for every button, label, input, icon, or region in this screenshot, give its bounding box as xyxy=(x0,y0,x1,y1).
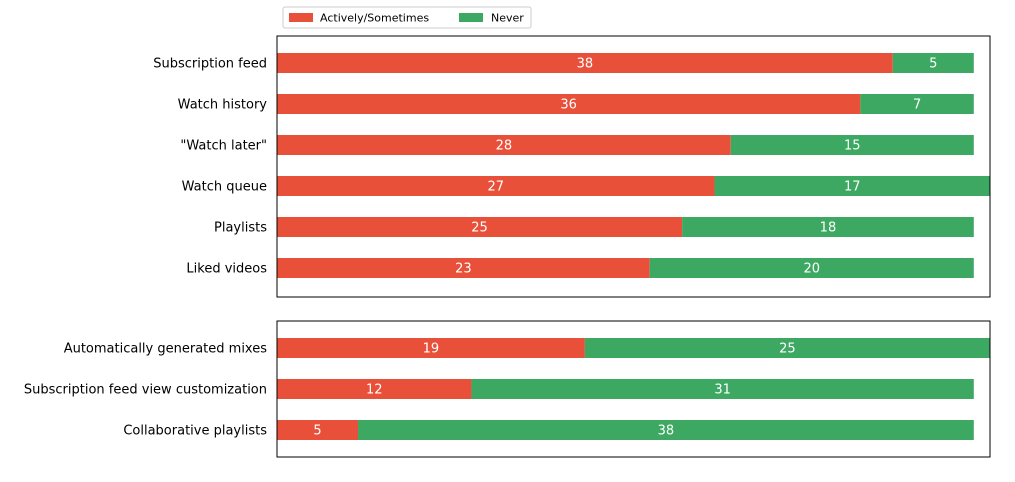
category-label-watch-queue: Watch queue xyxy=(182,180,267,195)
bar-never-collaborative-playlists xyxy=(358,420,974,440)
legend-label-actively-sometimes: Actively/Sometimes xyxy=(320,12,429,25)
bar-actively-sometimes-watch-history xyxy=(277,94,861,114)
panels: Subscription feed 38 5 Watch history 36 7 "Wat… xyxy=(24,35,991,458)
value-label-never-subscription-feed: 5 xyxy=(929,57,937,72)
bar-never-watch-history xyxy=(860,94,974,114)
bar-never-watch-later xyxy=(730,135,974,155)
panel-2-frame xyxy=(276,320,991,458)
bar-never-playlists xyxy=(682,217,974,237)
bar-never-watch-queue xyxy=(714,176,990,196)
category-label-automatically-generated-mixes: Automatically generated mixes xyxy=(64,342,268,357)
value-label-never-subscription-feed-view-customization: 31 xyxy=(714,383,731,398)
value-label-actively-sometimes-playlists: 25 xyxy=(471,221,488,236)
value-label-actively-sometimes-watch-history: 36 xyxy=(560,98,577,113)
category-label-subscription-feed-view-customization: Subscription feed view customization xyxy=(24,383,267,398)
value-label-never-watch-history: 7 xyxy=(913,98,921,113)
value-label-never-watch-later: 15 xyxy=(844,139,861,154)
category-label-liked-videos: Liked videos xyxy=(186,262,267,277)
value-label-never-watch-queue: 17 xyxy=(844,180,861,195)
value-label-actively-sometimes-watch-queue: 27 xyxy=(487,180,504,195)
category-label-watch-later: "Watch later" xyxy=(180,139,267,154)
category-label-subscription-feed: Subscription feed xyxy=(153,57,267,72)
legend: Actively/Sometimes Never xyxy=(282,6,532,29)
value-label-actively-sometimes-automatically-generated-mixes: 19 xyxy=(423,342,440,357)
value-label-actively-sometimes-subscription-feed-view-customization: 12 xyxy=(366,383,383,398)
category-label-collaborative-playlists: Collaborative playlists xyxy=(123,424,267,439)
category-label-watch-history: Watch history xyxy=(178,98,268,113)
category-label-playlists: Playlists xyxy=(214,221,267,236)
bar-never-automatically-generated-mixes xyxy=(584,338,990,358)
value-label-never-liked-videos: 20 xyxy=(803,262,820,277)
bar-actively-sometimes-subscription-feed xyxy=(277,53,893,73)
panel-1-frame xyxy=(276,35,991,298)
legend-swatch-never xyxy=(459,13,483,22)
bar-actively-sometimes-liked-videos xyxy=(277,258,650,278)
bar-never-subscription-feed xyxy=(892,53,974,73)
value-label-never-collaborative-playlists: 38 xyxy=(658,424,675,439)
panel-2: Automatically generated mixes 19 25 Subscri… xyxy=(24,320,991,458)
legend-swatch-actively-sometimes xyxy=(289,13,313,22)
bar-actively-sometimes-watch-queue xyxy=(277,176,715,196)
value-label-actively-sometimes-subscription-feed: 38 xyxy=(577,57,594,72)
bar-actively-sometimes-automatically-generated-mixes xyxy=(277,338,585,358)
value-label-never-playlists: 18 xyxy=(820,221,837,236)
bar-actively-sometimes-watch-later xyxy=(277,135,731,155)
legend-frame xyxy=(282,6,532,29)
bar-never-subscription-feed-view-customization xyxy=(471,379,974,399)
bar-actively-sometimes-collaborative-playlists xyxy=(277,420,359,440)
bar-actively-sometimes-playlists xyxy=(277,217,683,237)
legend-label-never: Never xyxy=(491,12,524,25)
bar-actively-sometimes-subscription-feed-view-customization xyxy=(277,379,472,399)
bar-never-liked-videos xyxy=(649,258,974,278)
value-label-actively-sometimes-collaborative-playlists: 5 xyxy=(313,424,321,439)
value-label-actively-sometimes-liked-videos: 23 xyxy=(455,262,472,277)
value-label-actively-sometimes-watch-later: 28 xyxy=(496,139,513,154)
panel-1: Subscription feed 38 5 Watch history 36 7 "Wat… xyxy=(153,35,991,298)
value-label-never-automatically-generated-mixes: 25 xyxy=(779,342,796,357)
